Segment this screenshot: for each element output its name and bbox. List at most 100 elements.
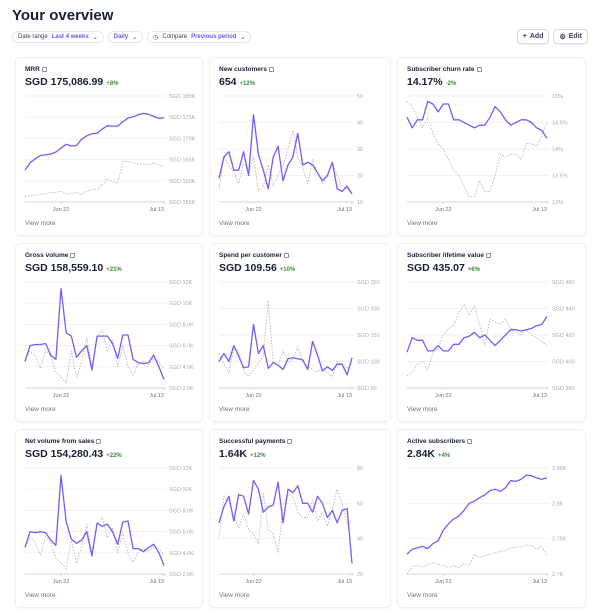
y-tick-label: SGD 380	[552, 386, 575, 392]
x-tick-label: Jul 13	[337, 207, 352, 213]
line-chart: SGD 180K SGD 175K SGD 170K SGD 165K SGD 160K…	[24, 94, 196, 213]
y-tick-label: SGD 2.0K	[169, 572, 194, 578]
current-period-line	[218, 479, 353, 564]
y-tick-label: 40	[357, 121, 363, 127]
info-icon[interactable]	[485, 253, 491, 258]
x-tick-label: Jun 22	[53, 579, 70, 585]
x-tick-label: Jun 22	[245, 207, 262, 213]
info-icon[interactable]	[269, 67, 275, 72]
view-more-link[interactable]: View more	[219, 220, 250, 227]
metric-delta: +6%	[467, 267, 480, 273]
metric-card[interactable]: MRR SGD 175,086.99 +8% View more SGD 180K S…	[15, 57, 203, 236]
line-chart: 50 40 30 20 10 Jun 22 Jul 13	[218, 94, 363, 213]
y-tick-label: SGD 50	[357, 386, 377, 392]
info-icon[interactable]	[283, 253, 289, 258]
y-tick-label: SGD 4.0K	[169, 365, 194, 371]
y-tick-label: SGD 4.0K	[169, 551, 194, 557]
y-tick-label: SGD 12K	[169, 466, 193, 472]
y-tick-label: SGD 200	[357, 307, 380, 313]
view-more-link[interactable]: View more	[25, 220, 56, 227]
current-period-line	[406, 100, 548, 139]
add-button[interactable]: + Add	[516, 29, 550, 44]
edit-button[interactable]: ⚙ Edit	[553, 29, 588, 44]
interval-value: Daily	[113, 34, 129, 40]
current-period-line	[406, 474, 548, 555]
info-icon[interactable]	[70, 253, 76, 258]
x-tick-label: Jul 13	[532, 579, 547, 585]
current-period-line	[406, 316, 548, 353]
y-tick-label: SGD 170K	[169, 136, 196, 142]
metric-title: Subscriber lifetime value	[407, 252, 484, 259]
page-title: Your overview	[12, 7, 114, 24]
y-tick-label: 2.7K	[552, 572, 564, 578]
metric-card[interactable]: Net volume from sales SGD 154,280.43 +22%…	[15, 429, 203, 608]
y-tick-label: 50	[357, 94, 363, 100]
line-chart: 15% 14.5% 14% 13.5% 13% Jun 22 Jul 13	[406, 94, 568, 213]
metric-card[interactable]: Gross volume SGD 158,559.10 +21% View mor…	[15, 243, 203, 422]
info-icon[interactable]	[467, 439, 473, 444]
compare-value: Previous period	[191, 34, 237, 40]
current-period-line	[218, 323, 353, 376]
y-tick-label: SGD 100	[357, 360, 380, 366]
info-icon[interactable]	[41, 67, 47, 72]
metric-card[interactable]: Active subscribers 2.84K +4% View more 2.8…	[397, 429, 586, 608]
x-tick-label: Jul 13	[532, 207, 547, 213]
view-more-link[interactable]: View more	[407, 406, 438, 413]
metric-card[interactable]: Subscriber churn rate 14.17% -2% View mor…	[397, 57, 586, 236]
previous-period-line	[218, 488, 353, 554]
metric-value: 654	[219, 76, 237, 88]
y-tick-label: SGD 440	[552, 307, 575, 313]
interval-filter[interactable]: Daily ⌄	[107, 31, 144, 43]
x-tick-label: Jun 22	[435, 393, 452, 399]
current-period-line	[24, 112, 165, 171]
metric-title: Active subscribers	[407, 438, 466, 445]
view-more-link[interactable]: View more	[219, 406, 250, 413]
line-chart: SGD 12K SGD 10K SGD 8.0K SGD 6.0K SGD 4.0K SG…	[24, 280, 194, 399]
metric-card[interactable]: New customers 654 +12% View more 50 40 30 20 1…	[209, 57, 391, 236]
view-more-link[interactable]: View more	[219, 592, 250, 599]
info-icon[interactable]	[476, 67, 482, 72]
x-tick-label: Jul 13	[337, 579, 352, 585]
date-range-filter[interactable]: Date range Last 4 weeks ⌄	[12, 31, 104, 43]
metric-card[interactable]: Spend per customer SGD 109.56 +10% View m…	[209, 243, 391, 422]
x-tick-label: Jul 13	[149, 579, 164, 585]
metric-value: SGD 435.07	[407, 262, 465, 274]
info-icon[interactable]	[96, 439, 102, 444]
metric-card[interactable]: Successful payments 1.64K +12% View more 8…	[209, 429, 391, 608]
y-tick-label: 2.8K	[552, 501, 564, 507]
metric-title: MRR	[25, 66, 40, 73]
info-icon[interactable]	[287, 439, 293, 444]
metric-delta: +21%	[106, 267, 122, 273]
y-tick-label: 14.5%	[552, 121, 568, 127]
y-tick-label: 2.75K	[552, 537, 567, 543]
y-tick-label: 13%	[552, 200, 563, 206]
x-tick-label: Jul 13	[149, 207, 164, 213]
view-more-link[interactable]: View more	[407, 592, 438, 599]
edit-label: Edit	[568, 33, 582, 40]
y-tick-label: 15%	[552, 94, 563, 100]
view-more-link[interactable]: View more	[25, 592, 56, 599]
x-tick-label: Jun 22	[53, 393, 70, 399]
metric-delta: +22%	[106, 453, 122, 459]
current-period-line	[24, 474, 165, 566]
view-more-link[interactable]: View more	[407, 220, 438, 227]
x-tick-label: Jul 13	[337, 393, 352, 399]
metric-delta: +12%	[239, 81, 256, 87]
y-tick-label: SGD 155K	[169, 200, 196, 206]
compare-filter[interactable]: ◷ Compare Previous period ⌄	[147, 31, 252, 43]
metric-value: 14.17%	[407, 76, 443, 88]
date-range-label: Date range	[18, 34, 48, 40]
y-tick-label: SGD 180K	[169, 94, 196, 100]
y-tick-label: SGD 6.0K	[169, 530, 194, 536]
y-tick-label: SGD 150	[357, 333, 380, 339]
metric-title: Gross volume	[25, 252, 69, 259]
y-tick-label: SGD 10K	[169, 487, 193, 493]
metric-title: New customers	[219, 66, 268, 73]
y-tick-label: SGD 10K	[169, 301, 193, 307]
metric-value: SGD 109.56	[219, 262, 277, 274]
y-tick-label: 14%	[552, 147, 563, 153]
view-more-link[interactable]: View more	[25, 406, 56, 413]
metric-card[interactable]: Subscriber lifetime value SGD 435.07 +6% …	[397, 243, 586, 422]
chevron-down-icon: ⌄	[240, 34, 246, 41]
x-tick-label: Jun 22	[435, 207, 452, 213]
